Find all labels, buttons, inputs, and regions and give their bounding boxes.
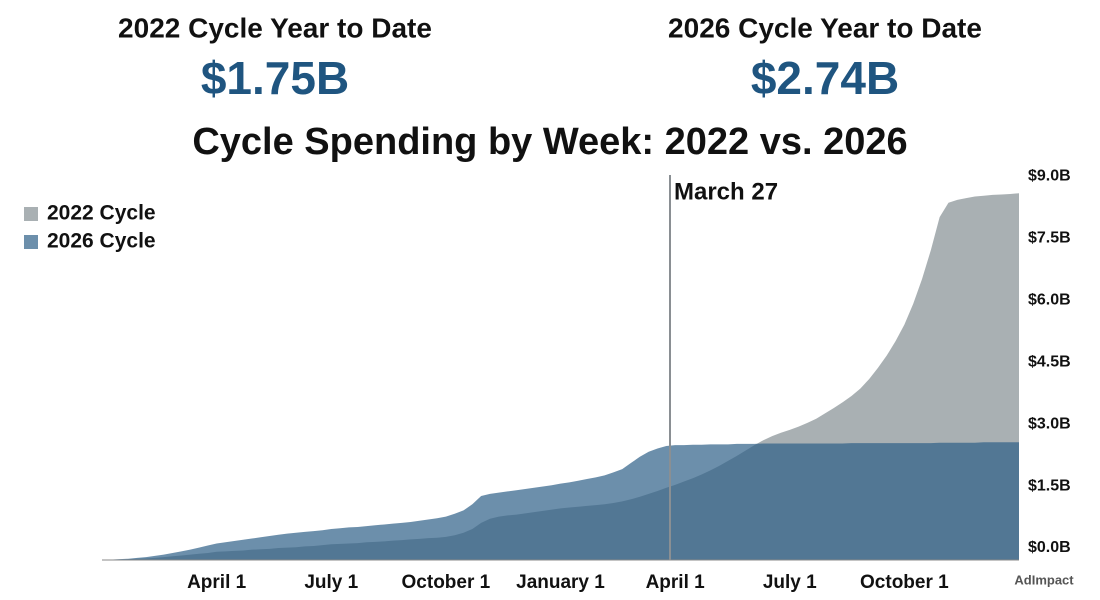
- x-tick-label: January 1: [516, 572, 605, 593]
- y-tick-label: $7.5B: [1028, 229, 1071, 246]
- kpi-label: 2026 Cycle Year to Date: [668, 12, 982, 43]
- x-tick-label: April 1: [187, 572, 247, 593]
- x-tick-label: April 1: [646, 572, 706, 593]
- kpi-value: $1.75B: [201, 52, 349, 104]
- x-tick-label: October 1: [860, 572, 949, 593]
- legend-swatch: [24, 207, 38, 221]
- y-tick-label: $4.5B: [1028, 353, 1071, 370]
- area: [102, 442, 1019, 560]
- x-tick-label: July 1: [763, 572, 817, 593]
- x-tick-label: July 1: [304, 572, 358, 593]
- chart-title: Cycle Spending by Week: 2022 vs. 2026: [192, 121, 907, 163]
- brand-logo: AdImpact: [1014, 572, 1074, 587]
- y-tick-label: $1.5B: [1028, 477, 1071, 494]
- kpi-value: $2.74B: [751, 52, 899, 104]
- kpi-label: 2022 Cycle Year to Date: [118, 12, 432, 43]
- x-tick-label: October 1: [402, 572, 491, 593]
- legend-label: 2022 Cycle: [47, 202, 156, 225]
- annotation-label: March 27: [674, 178, 778, 205]
- legend-label: 2026 Cycle: [47, 230, 156, 253]
- y-tick-label: $3.0B: [1028, 415, 1071, 432]
- y-tick-label: $9.0B: [1028, 167, 1071, 184]
- y-tick-label: $6.0B: [1028, 291, 1071, 308]
- y-tick-label: $0.0B: [1028, 539, 1071, 556]
- legend-swatch: [24, 235, 38, 249]
